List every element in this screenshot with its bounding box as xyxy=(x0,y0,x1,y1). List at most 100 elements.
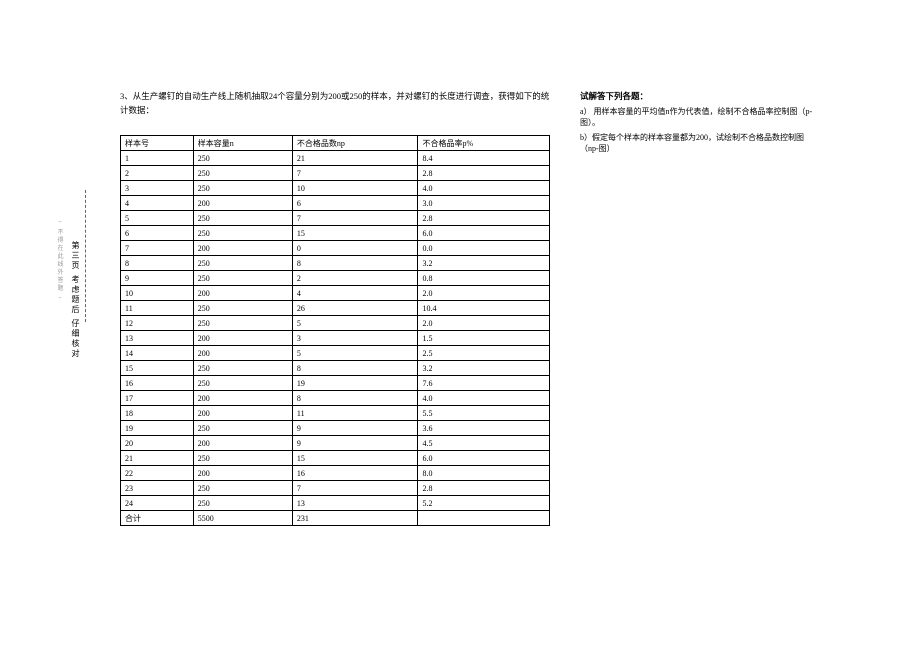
table-cell: 22 xyxy=(121,466,194,481)
table-cell: 4.0 xyxy=(418,181,550,196)
table-cell: 21 xyxy=(121,451,194,466)
page-container: 3、从生产螺钉的自动生产线上随机抽取24个容量分别为200或250的样本，并对螺… xyxy=(0,0,920,556)
table-cell: 2.0 xyxy=(418,286,550,301)
table-row: 18200115.5 xyxy=(121,406,550,421)
table-row: 16250197.6 xyxy=(121,376,550,391)
table-cell: 1.5 xyxy=(418,331,550,346)
table-cell: 7 xyxy=(292,166,418,181)
table-cell: 4.0 xyxy=(418,391,550,406)
table-cell: 5 xyxy=(292,346,418,361)
table-cell: 200 xyxy=(193,391,292,406)
table-cell: 19 xyxy=(292,376,418,391)
table-cell: 250 xyxy=(193,316,292,331)
table-row: 22200168.0 xyxy=(121,466,550,481)
table-cell: 1 xyxy=(121,151,194,166)
table-cell: 200 xyxy=(193,196,292,211)
table-cell: 15 xyxy=(121,361,194,376)
table-cell: 250 xyxy=(193,226,292,241)
table-row: 3250104.0 xyxy=(121,181,550,196)
table-cell: 9 xyxy=(292,421,418,436)
question-a: a） 用样本容量的平均值n作为代表值，绘制不合格品率控制图（p-图）。 xyxy=(580,106,820,128)
table-cell: 5 xyxy=(121,211,194,226)
table-row: 21250156.0 xyxy=(121,451,550,466)
table-cell: 8 xyxy=(292,391,418,406)
table-cell: 200 xyxy=(193,466,292,481)
table-row: 720000.0 xyxy=(121,241,550,256)
table-row: 925020.8 xyxy=(121,271,550,286)
table-cell: 3 xyxy=(121,181,194,196)
table-cell: 0.8 xyxy=(418,271,550,286)
table-row: 1420052.5 xyxy=(121,346,550,361)
right-column: 试解答下列各题： a） 用样本容量的平均值n作为代表值，绘制不合格品率控制图（p… xyxy=(580,90,820,526)
table-row: 1225052.0 xyxy=(121,316,550,331)
table-cell: 200 xyxy=(193,286,292,301)
table-cell: 3.2 xyxy=(418,256,550,271)
left-column: 3、从生产螺钉的自动生产线上随机抽取24个容量分别为200或250的样本，并对螺… xyxy=(120,90,550,526)
table-cell: 7 xyxy=(292,481,418,496)
table-row: 525072.8 xyxy=(121,211,550,226)
table-cell: 4.5 xyxy=(418,436,550,451)
table-cell: 250 xyxy=(193,166,292,181)
table-row: 420063.0 xyxy=(121,196,550,211)
table-cell: 4 xyxy=(121,196,194,211)
table-cell: 200 xyxy=(193,241,292,256)
table-cell: 9 xyxy=(292,436,418,451)
table-cell: 250 xyxy=(193,301,292,316)
table-cell: 20 xyxy=(121,436,194,451)
table-cell: 200 xyxy=(193,436,292,451)
table-cell: 11 xyxy=(121,301,194,316)
table-cell: 2 xyxy=(121,166,194,181)
table-row: 1020042.0 xyxy=(121,286,550,301)
table-cell: 3.0 xyxy=(418,196,550,211)
table-cell: 10 xyxy=(121,286,194,301)
question-title: 试解答下列各题： xyxy=(580,90,820,102)
table-row: 1525083.2 xyxy=(121,361,550,376)
table-cell: 10.4 xyxy=(418,301,550,316)
table-row: 225072.8 xyxy=(121,166,550,181)
table-cell: 5.5 xyxy=(418,406,550,421)
table-cell: 2.8 xyxy=(418,166,550,181)
table-cell: 13 xyxy=(292,496,418,511)
table-row: 合计5500231 xyxy=(121,511,550,526)
table-cell: 250 xyxy=(193,376,292,391)
table-cell: 8 xyxy=(121,256,194,271)
table-header: 不合格品数np xyxy=(292,136,418,151)
table-cell: 6.0 xyxy=(418,451,550,466)
table-cell: 11 xyxy=(292,406,418,421)
table-cell: 17 xyxy=(121,391,194,406)
table-cell: 10 xyxy=(292,181,418,196)
table-cell: 2.8 xyxy=(418,481,550,496)
table-cell: 231 xyxy=(292,511,418,526)
intro-paragraph: 3、从生产螺钉的自动生产线上随机抽取24个容量分别为200或250的样本，并对螺… xyxy=(120,90,550,117)
table-cell: 14 xyxy=(121,346,194,361)
table-header: 样本容量n xyxy=(193,136,292,151)
table-row: 2325072.8 xyxy=(121,481,550,496)
table-cell: 250 xyxy=(193,256,292,271)
table-cell: 5500 xyxy=(193,511,292,526)
table-cell: 250 xyxy=(193,481,292,496)
table-row: 24250135.2 xyxy=(121,496,550,511)
table-cell: 7 xyxy=(121,241,194,256)
gutter-line xyxy=(85,190,86,322)
table-cell: 8 xyxy=(292,361,418,376)
table-cell: 3.2 xyxy=(418,361,550,376)
table-cell: 7 xyxy=(292,211,418,226)
table-cell: 2.0 xyxy=(418,316,550,331)
table-row: 2020094.5 xyxy=(121,436,550,451)
watermark-top: ↑ 不得在此线外答题 ↑ xyxy=(55,220,64,301)
table-cell: 16 xyxy=(121,376,194,391)
table-cell: 250 xyxy=(193,496,292,511)
table-cell: 250 xyxy=(193,211,292,226)
table-cell: 21 xyxy=(292,151,418,166)
table-cell: 250 xyxy=(193,451,292,466)
table-cell: 12 xyxy=(121,316,194,331)
table-cell: 18 xyxy=(121,406,194,421)
table-cell: 200 xyxy=(193,406,292,421)
table-header-row: 样本号 样本容量n 不合格品数np 不合格品率p% xyxy=(121,136,550,151)
table-cell: 26 xyxy=(292,301,418,316)
table-cell: 250 xyxy=(193,151,292,166)
table-header: 样本号 xyxy=(121,136,194,151)
table-cell: 16 xyxy=(292,466,418,481)
table-cell: 9 xyxy=(121,271,194,286)
table-cell: 2.8 xyxy=(418,211,550,226)
